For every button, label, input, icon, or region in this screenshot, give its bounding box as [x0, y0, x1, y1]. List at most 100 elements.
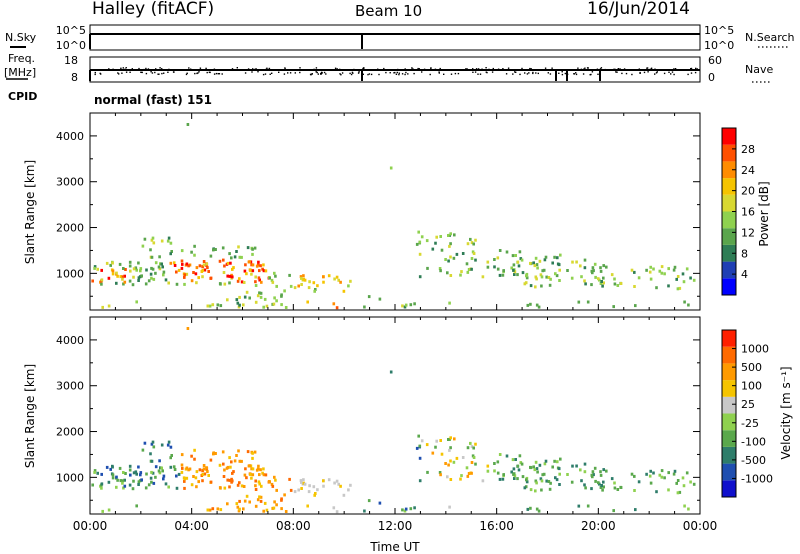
- velocity-cell: [147, 483, 151, 487]
- velocity-cell: [149, 452, 152, 456]
- nave-point: [186, 72, 188, 74]
- power-cell: [228, 274, 232, 278]
- power-ylabel: Slant Range [km]: [23, 160, 37, 264]
- nave-point: [472, 71, 474, 73]
- velocity-cell: [692, 482, 696, 486]
- nave-point: [299, 71, 301, 74]
- velocity-cell: [273, 475, 276, 479]
- power-cell: [93, 266, 96, 270]
- nave-point: [154, 71, 156, 74]
- velocity-cell: [314, 492, 317, 495]
- velocity-cell: [284, 510, 288, 513]
- power-cell: [190, 279, 194, 283]
- nave-point: [690, 68, 692, 70]
- power-cell: [258, 291, 261, 295]
- velocity-cell: [449, 459, 452, 463]
- nsky-panel: [89, 24, 701, 51]
- power-cell: [316, 284, 319, 288]
- power-cell: [481, 275, 485, 279]
- velocity-cell: [154, 475, 157, 479]
- velocity-cell: [536, 470, 539, 474]
- power-cell: [583, 266, 587, 270]
- velocity-cell: [300, 487, 303, 490]
- power-cell: [264, 269, 268, 273]
- velocity-cell: [233, 459, 237, 463]
- velocity-cell: [549, 481, 552, 485]
- nave-point: [213, 73, 216, 75]
- nave-point: [443, 73, 445, 75]
- velocity-cell: [268, 480, 271, 484]
- power-cell: [185, 272, 189, 276]
- velocity-cell: [649, 481, 653, 485]
- velocity-cell: [583, 483, 586, 487]
- velocity-cell: [262, 509, 265, 513]
- nave-point: [532, 72, 534, 75]
- power-cell: [222, 258, 225, 262]
- nave-point: [117, 72, 119, 74]
- power-cell: [486, 260, 490, 264]
- nave-point: [421, 71, 423, 73]
- power-cell: [201, 265, 204, 269]
- velocity-cell: [533, 468, 537, 472]
- velocity-cell: [335, 479, 339, 483]
- power-cell: [190, 250, 193, 254]
- velocity-cell: [534, 489, 537, 493]
- nave-point: [584, 67, 586, 69]
- power-cell: [172, 261, 176, 265]
- velocity-cell: [452, 460, 456, 464]
- colorbar-segment: [722, 228, 736, 245]
- power-cell: [446, 271, 449, 275]
- velocity-cell: [435, 439, 438, 443]
- velocity-cell: [218, 486, 222, 490]
- nave-point: [339, 68, 341, 71]
- power-cell: [496, 267, 500, 271]
- power-cell: [96, 267, 99, 271]
- velocity-cell: [586, 504, 590, 508]
- velocity-cell: [238, 507, 241, 511]
- velocity-cell: [553, 459, 556, 463]
- velocity-cell: [616, 488, 620, 491]
- velocity-cell: [151, 471, 155, 475]
- power-cell: [198, 264, 202, 268]
- velocity-cell: [209, 458, 213, 462]
- velocity-cell: [448, 448, 451, 452]
- nave-point: [136, 69, 138, 71]
- power-cell: [449, 232, 452, 236]
- velocity-cell: [230, 460, 233, 464]
- power-cell: [633, 285, 636, 288]
- power-cell: [235, 250, 238, 253]
- colorbar-tick-label: -1000: [741, 472, 773, 485]
- power-cell: [223, 282, 227, 286]
- velocity-cell: [160, 443, 164, 447]
- velocity-cell: [190, 483, 194, 487]
- nave-point: [358, 71, 360, 73]
- nave-point: [474, 71, 477, 73]
- nave-point: [417, 67, 419, 70]
- power-cell: [238, 255, 242, 259]
- nave-point: [185, 73, 188, 76]
- power-cell: [157, 265, 161, 269]
- power-cell: [208, 304, 212, 308]
- velocity-cell: [111, 476, 115, 480]
- power-cell: [547, 276, 551, 279]
- velocity-cell: [240, 459, 243, 463]
- nave-point: [670, 73, 672, 75]
- nave-point: [583, 68, 585, 70]
- velocity-cell: [655, 490, 658, 494]
- velocity-cell: [600, 484, 603, 487]
- velocity-cell: [415, 446, 419, 450]
- power-cell: [124, 268, 127, 271]
- power-cell: [183, 275, 186, 279]
- velocity-cell: [150, 442, 154, 446]
- velocity-cell: [150, 459, 154, 463]
- nave-point: [591, 71, 594, 73]
- velocity-cell: [121, 479, 125, 483]
- power-cell: [610, 273, 614, 277]
- power-cell: [242, 303, 245, 307]
- velocity-cell: [434, 445, 437, 449]
- power-cell: [439, 235, 442, 238]
- velocity-cell: [116, 478, 119, 482]
- power-cell: [524, 281, 528, 285]
- power-cell: [543, 258, 547, 262]
- x-tick-label: 08:00: [276, 519, 311, 533]
